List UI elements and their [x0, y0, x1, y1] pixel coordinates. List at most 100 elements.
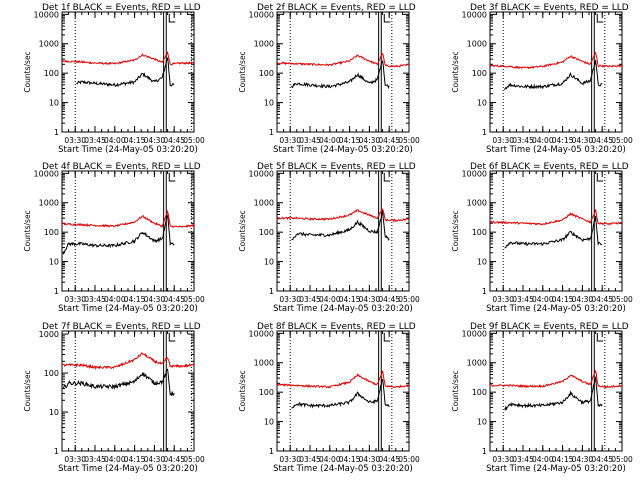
- marker-flag: [383, 14, 391, 23]
- x-tick-label: 05:00: [183, 295, 205, 304]
- events-series-line: [291, 60, 390, 90]
- y-tick-label: 10: [49, 258, 59, 267]
- panel-title: Det 3f BLACK = Events, RED = LLD: [470, 3, 629, 13]
- x-tick-label: 03:45: [512, 295, 534, 304]
- x-tick-label: 04:45: [378, 455, 400, 464]
- marker-flag: [168, 333, 176, 342]
- panel-title: Det 4f BLACK = Events, RED = LLD: [42, 162, 201, 172]
- y-axis-label: Counts/sec: [451, 51, 460, 92]
- y-tick-label: 10000: [34, 169, 59, 178]
- x-tick-label: 03:30: [492, 455, 514, 464]
- x-tick-label: 05:00: [183, 136, 205, 145]
- panel-title: Det 7f BLACK = Events, RED = LLD: [42, 322, 201, 332]
- marker-flag: [383, 173, 391, 182]
- x-tick-label: 03:30: [64, 455, 86, 464]
- y-tick-label: 100: [472, 388, 487, 397]
- x-tick-label: 04:00: [104, 136, 126, 145]
- panel-det-4: Det 4f BLACK = Events, RED = LLD 1 10 100 10…: [23, 162, 205, 314]
- x-tick-label: 04:45: [378, 136, 400, 145]
- y-axis-label: Counts/sec: [23, 370, 32, 411]
- y-tick-label: 1: [54, 287, 59, 296]
- x-axis-label: Start Time (24-May-05 03:20:20): [273, 304, 413, 314]
- events-series-line: [504, 376, 603, 411]
- panel-det-1: Det 1f BLACK = Events, RED = LLD 1 10 100 10…: [23, 3, 205, 155]
- y-tick-label: 10000: [249, 169, 274, 178]
- y-tick-label: 1000: [39, 40, 59, 49]
- x-tick-label: 04:15: [339, 295, 361, 304]
- events-series-line: [504, 60, 603, 91]
- y-axis-label: Counts/sec: [23, 51, 32, 92]
- panel-title: Det 5f BLACK = Events, RED = LLD: [257, 162, 416, 172]
- panel-det-7: Det 7f BLACK = Events, RED = LLD 1 10 100 10…: [23, 322, 205, 474]
- y-axis-label: Counts/sec: [238, 51, 247, 92]
- y-tick-label: 1: [269, 447, 274, 456]
- x-tick-label: 04:15: [339, 455, 361, 464]
- x-axis-label: Start Time (24-May-05 03:20:20): [58, 464, 198, 474]
- plot-frame: [61, 170, 195, 292]
- panel-title: Det 8f BLACK = Events, RED = LLD: [257, 322, 416, 332]
- x-tick-label: 03:30: [279, 295, 301, 304]
- x-tick-label: 03:45: [299, 455, 321, 464]
- x-tick-label: 04:30: [359, 295, 381, 304]
- panel-det-3: Det 3f BLACK = Events, RED = LLD 1 10 100 10…: [451, 3, 633, 155]
- lld-series-line: [276, 208, 410, 223]
- y-tick-label: 1000: [254, 359, 274, 368]
- plot-frame: [276, 330, 410, 452]
- events-series-line: [504, 215, 603, 249]
- x-tick-label: 04:00: [104, 455, 126, 464]
- x-tick-label: 04:30: [359, 136, 381, 145]
- x-tick-label: 04:45: [163, 136, 185, 145]
- y-tick-label: 10000: [462, 10, 487, 19]
- x-tick-label: 03:30: [279, 455, 301, 464]
- x-tick-label: 04:15: [552, 136, 574, 145]
- plot-frame: [61, 330, 195, 452]
- x-tick-label: 04:45: [591, 136, 613, 145]
- marker-flag: [168, 173, 176, 182]
- x-tick-label: 03:30: [64, 136, 86, 145]
- x-tick-label: 05:00: [611, 295, 633, 304]
- x-tick-label: 04:30: [144, 455, 166, 464]
- x-tick-label: 04:30: [572, 136, 594, 145]
- y-axis-label: Counts/sec: [451, 370, 460, 411]
- plot-frame: [276, 11, 410, 133]
- x-tick-label: 03:30: [279, 136, 301, 145]
- x-tick-label: 04:15: [339, 136, 361, 145]
- y-axis-label: Counts/sec: [238, 370, 247, 411]
- x-axis-label: Start Time (24-May-05 03:20:20): [58, 304, 198, 314]
- y-tick-label: 1: [482, 447, 487, 456]
- y-tick-label: 10000: [249, 329, 274, 338]
- panel-det-9: Det 9f BLACK = Events, RED = LLD 1 10 100 10…: [451, 322, 633, 474]
- x-tick-label: 04:45: [378, 295, 400, 304]
- x-tick-label: 05:00: [183, 455, 205, 464]
- x-axis-label: Start Time (24-May-05 03:20:20): [486, 464, 626, 474]
- lld-series-line: [276, 370, 410, 389]
- y-tick-label: 10: [477, 418, 487, 427]
- x-tick-label: 04:45: [163, 295, 185, 304]
- y-tick-label: 100: [44, 228, 59, 237]
- y-tick-label: 1000: [39, 199, 59, 208]
- x-tick-label: 04:00: [532, 295, 554, 304]
- x-tick-label: 04:45: [591, 295, 613, 304]
- y-tick-label: 10000: [249, 10, 274, 19]
- y-tick-label: 1: [482, 287, 487, 296]
- x-tick-label: 05:00: [398, 136, 420, 145]
- x-tick-label: 03:45: [512, 136, 534, 145]
- panel-det-8: Det 8f BLACK = Events, RED = LLD 1 10 100 10…: [238, 322, 420, 474]
- x-tick-label: 04:15: [124, 136, 146, 145]
- x-tick-label: 03:30: [492, 295, 514, 304]
- events-series-line: [62, 214, 175, 255]
- plot-frame: [276, 170, 410, 292]
- marker-flag: [596, 333, 604, 342]
- x-tick-label: 03:45: [84, 295, 106, 304]
- x-tick-label: 04:00: [319, 136, 341, 145]
- y-tick-label: 100: [259, 388, 274, 397]
- x-tick-label: 03:45: [299, 136, 321, 145]
- plot-frame: [61, 11, 195, 133]
- y-tick-label: 1: [54, 128, 59, 137]
- lld-series-line: [61, 209, 195, 229]
- y-axis-label: Counts/sec: [23, 210, 32, 251]
- x-axis-label: Start Time (24-May-05 03:20:20): [58, 145, 198, 155]
- x-tick-label: 03:45: [512, 455, 534, 464]
- y-tick-label: 1: [482, 128, 487, 137]
